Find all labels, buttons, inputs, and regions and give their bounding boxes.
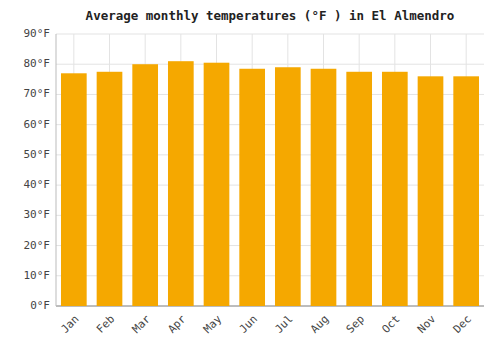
y-tick-label: 30°F [24, 208, 51, 221]
chart-container: 0°F 10°F 20°F 30°F 40°F 50°F 60°F 70°F 80°F 90°F J… [0, 0, 500, 350]
x-tick-label: Feb [94, 313, 117, 336]
bar [132, 64, 158, 306]
x-tick-label: Dec [451, 313, 474, 336]
y-tick-label: 80°F [24, 57, 51, 70]
y-tick-label: 40°F [24, 178, 51, 191]
y-grid-line [56, 34, 484, 35]
bar [275, 67, 301, 306]
bar [97, 72, 123, 306]
x-tick-label: May [201, 312, 225, 336]
bar [61, 73, 87, 306]
x-tick-label: Jan [58, 313, 81, 336]
y-axis-line [56, 34, 57, 306]
title: Average monthly temperatures (°F ) in El… [86, 8, 455, 23]
x-tick-label: Jul [272, 313, 295, 336]
y-tick-label: 90°F [24, 27, 51, 40]
bar [239, 69, 265, 306]
y-tick-label: 60°F [24, 118, 51, 131]
y-grid-line [56, 64, 484, 65]
x-tick-label: Nov [415, 312, 439, 336]
x-tick-label: Aug [308, 313, 331, 336]
bar [204, 63, 230, 306]
y-tick-label: 10°F [24, 269, 51, 282]
bar [382, 72, 408, 306]
x-tick-label: Jun [237, 313, 260, 336]
bar [168, 61, 194, 306]
y-tick-label: 20°F [24, 239, 51, 252]
bar [453, 76, 479, 306]
x-tick-label: Apr [165, 312, 189, 336]
x-tick-label: Oct [379, 313, 402, 336]
bar [418, 76, 444, 306]
axes: 0°F 10°F 20°F 30°F 40°F 50°F 60°F 70°F 80°F 90°F J… [24, 27, 485, 336]
y-tick-label: 50°F [24, 148, 51, 161]
y-tick-label: 0°F [30, 299, 50, 312]
bar [311, 69, 337, 306]
bars [61, 61, 479, 306]
y-tick-label: 70°F [24, 87, 51, 100]
grid [56, 34, 484, 306]
x-tick-label: Mar [130, 312, 154, 336]
chart: 0°F 10°F 20°F 30°F 40°F 50°F 60°F 70°F 80°F 90°F J… [0, 0, 500, 350]
x-tick-label: Sep [344, 313, 367, 336]
bar [346, 72, 372, 306]
